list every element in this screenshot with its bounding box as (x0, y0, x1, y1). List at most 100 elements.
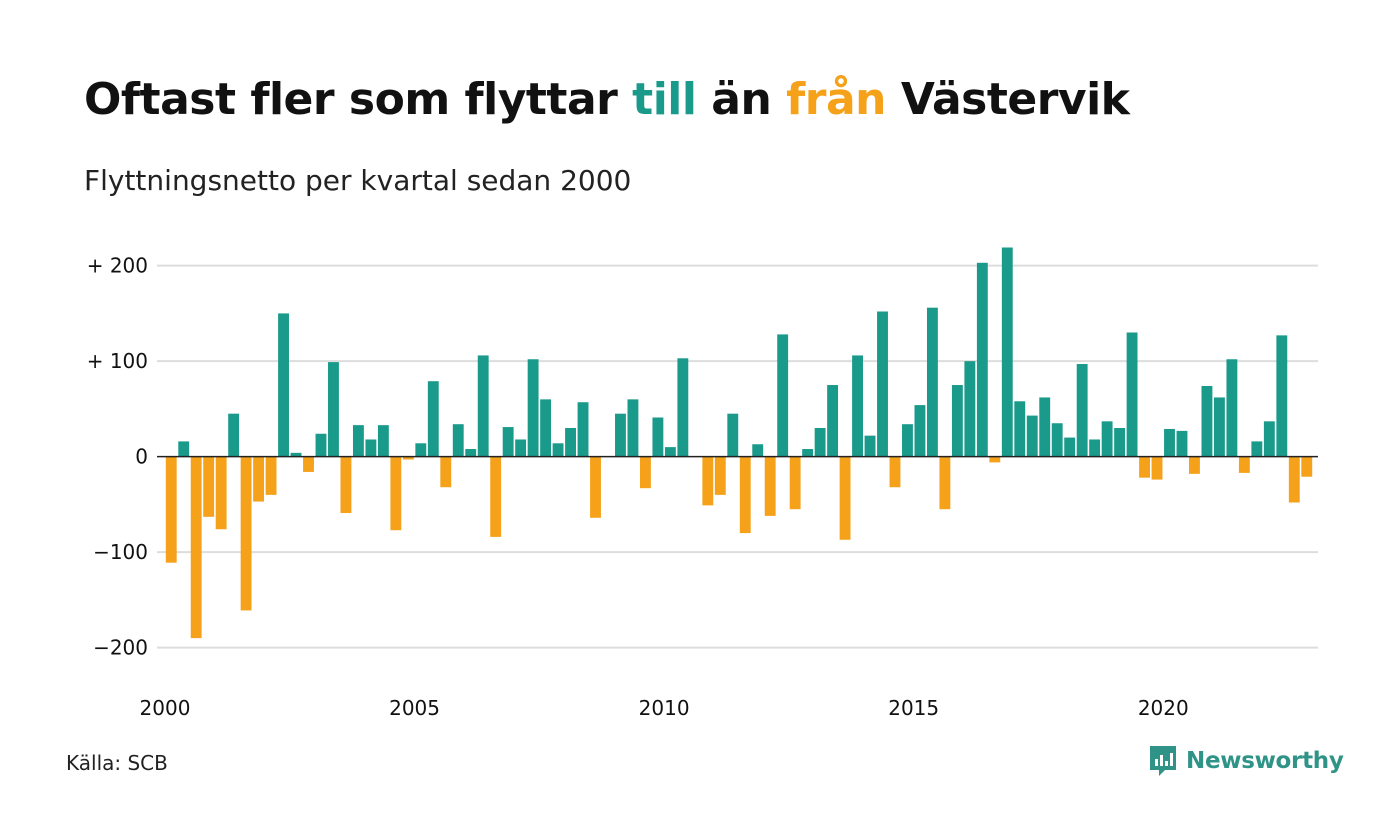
bar (203, 456, 215, 517)
bar (1151, 456, 1163, 480)
bar (577, 402, 589, 457)
bar (240, 456, 252, 611)
bar (926, 307, 938, 457)
bar (1089, 439, 1101, 457)
bar (989, 456, 1001, 463)
bar (552, 443, 564, 457)
y-tick-label: −100 (93, 540, 148, 564)
bar (565, 428, 576, 457)
bar (1051, 423, 1063, 457)
bar-chart: + 200 + 100 0 −100 −200 2000 2005 2010 2015 2020 (87, 247, 1318, 720)
bar (1238, 456, 1250, 473)
x-tick-label: 2010 (639, 696, 690, 720)
bar (789, 456, 801, 510)
bar (303, 456, 314, 472)
x-tick-label: 2005 (389, 696, 440, 720)
bar (1101, 421, 1113, 457)
title-part3: Västervik (900, 74, 1130, 125)
bar (639, 456, 651, 489)
bar (702, 456, 714, 506)
source-note: Källa: SCB (66, 751, 168, 775)
bar (1076, 364, 1088, 457)
bar (1064, 437, 1076, 457)
bar (190, 456, 202, 639)
bar (265, 456, 277, 495)
bar (1251, 441, 1263, 457)
bar (178, 441, 190, 457)
bar (914, 405, 926, 457)
bar (877, 311, 888, 457)
x-tick-label: 2020 (1138, 696, 1189, 720)
bar (714, 456, 726, 495)
bar (215, 456, 227, 530)
y-tick-label: + 100 (87, 349, 148, 373)
gridlines (157, 264, 1318, 649)
bar (939, 456, 951, 510)
bar (652, 417, 664, 457)
bar (1276, 335, 1288, 457)
bar (365, 439, 377, 457)
bar (664, 447, 676, 457)
bar (1301, 456, 1313, 477)
brand-name: Newsworthy (1186, 748, 1344, 774)
title-highlight-fran: från (786, 74, 886, 125)
bar (165, 456, 177, 563)
bar (502, 427, 514, 457)
bar (1126, 332, 1138, 457)
bar (827, 385, 839, 457)
y-tick-label: + 200 (87, 254, 148, 278)
bar (976, 262, 988, 457)
bar (427, 381, 439, 457)
bar (402, 456, 414, 460)
bar (889, 456, 901, 488)
title-part1: Oftast fler som flyttar (84, 74, 618, 125)
bar (315, 433, 327, 457)
x-tick-label: 2015 (888, 696, 939, 720)
bar (377, 425, 389, 457)
bar (1114, 428, 1126, 457)
bar (802, 449, 814, 457)
bar (440, 456, 452, 488)
bar (1139, 456, 1150, 478)
bar (540, 399, 552, 457)
bar (752, 444, 764, 457)
x-axis-labels: 2000 2005 2010 2015 2020 (140, 696, 1189, 720)
bar (839, 456, 851, 540)
bar (615, 413, 626, 457)
bar (864, 435, 876, 457)
bar (278, 313, 289, 457)
x-tick-label: 2000 (140, 696, 191, 720)
bar (1201, 385, 1213, 457)
bar (1026, 415, 1038, 457)
bar (1213, 397, 1225, 457)
y-axis-labels: + 200 + 100 0 −100 −200 (87, 254, 148, 660)
bar (814, 428, 826, 457)
bar (1176, 430, 1188, 457)
bar (1189, 456, 1200, 474)
bar (228, 413, 240, 457)
newsworthy-logo-icon (1150, 746, 1176, 776)
bar (764, 456, 776, 516)
bar (390, 456, 402, 531)
bar (951, 385, 963, 457)
bar (515, 439, 527, 457)
bar (677, 358, 689, 457)
brand-logo[interactable]: Newsworthy (1148, 744, 1344, 778)
bar (590, 456, 601, 518)
bar (340, 456, 352, 514)
chart-title: Oftast fler som flyttar till än från Väs… (84, 74, 1130, 125)
bar (452, 424, 464, 457)
bar (1263, 421, 1275, 457)
bar (290, 452, 302, 457)
title-part2: än (711, 74, 772, 125)
bar (739, 456, 751, 534)
bar (727, 413, 739, 457)
bar (627, 399, 639, 457)
bar (465, 449, 477, 457)
bar (253, 456, 265, 502)
bar (902, 424, 913, 457)
y-tick-label: 0 (135, 445, 148, 469)
bar (1039, 397, 1051, 457)
bar (777, 334, 789, 457)
bar (527, 359, 539, 457)
